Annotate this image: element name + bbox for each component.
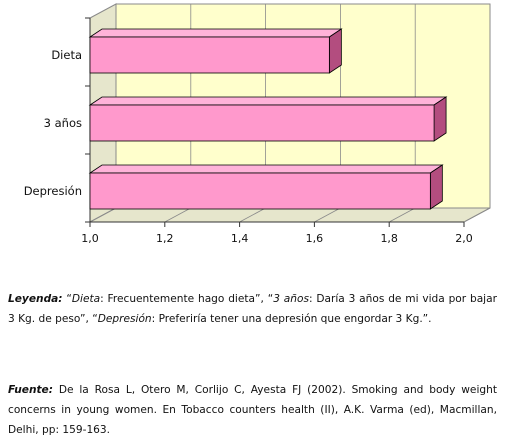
- floor-gridline: [314, 207, 341, 223]
- bar: [88, 28, 343, 74]
- bar-front-face: [89, 104, 435, 142]
- bar: [88, 164, 444, 210]
- bar-side-face: [429, 164, 443, 210]
- floor-gridline: [389, 207, 416, 223]
- bar-front-face: [89, 36, 330, 74]
- bars: [88, 28, 448, 210]
- bar-front-face: [89, 172, 431, 210]
- legend-label: Leyenda:: [8, 293, 63, 305]
- floor-gridline: [239, 207, 266, 223]
- category-labels: Dieta 3 años Depresión: [24, 48, 82, 198]
- legend-term-depresion: Depresión: [97, 313, 152, 325]
- legend-desc-3-anos: : Daría 3 años de mi vida por bajar 3 Kg…: [8, 293, 497, 325]
- floor-gridline: [164, 207, 191, 223]
- legend-desc-dieta: : Frecuentemente hago dieta”, “: [100, 293, 274, 305]
- legend-open-quote: “: [66, 293, 72, 305]
- x-tick-label: 1,6: [306, 232, 324, 245]
- bar-top-face: [88, 164, 444, 174]
- bar-side-face: [328, 28, 342, 74]
- bar: [88, 96, 448, 142]
- bar-top-face: [88, 28, 343, 38]
- floor-gridline: [463, 207, 491, 223]
- x-tick-label: 1,4: [231, 232, 249, 245]
- legend-term-dieta: Dieta: [71, 293, 101, 305]
- category-label: Depresión: [24, 184, 82, 198]
- x-tick-label: 1,2: [156, 232, 174, 245]
- legend-desc-depresion: : Preferiría tener una depresión que eng…: [151, 313, 432, 325]
- category-label: 3 años: [44, 116, 82, 130]
- x-axis-tick-labels: 1,0 1,2 1,4 1,6 1,8 2,0: [81, 232, 473, 245]
- x-tick-label: 1,8: [380, 232, 398, 245]
- bar-side-face: [433, 96, 447, 142]
- legend-text: Leyenda: “Dieta: Frecuentemente hago die…: [8, 289, 497, 329]
- legend-term-3-anos: 3 años: [273, 293, 309, 305]
- source-label: Fuente:: [8, 384, 53, 396]
- floor: [89, 207, 491, 223]
- source-text: Fuente: De la Rosa L, Otero M, Corlijo C…: [8, 380, 497, 440]
- x-tick-label: 2,0: [455, 232, 473, 245]
- x-tick-label: 1,0: [81, 232, 99, 245]
- bar-top-face: [88, 96, 448, 106]
- category-label: Dieta: [51, 48, 82, 62]
- source-citation: De la Rosa L, Otero M, Corlijo C, Ayesta…: [8, 384, 497, 436]
- bar-chart: Dieta 3 años Depresión 1,0 1,2 1,4 1,6 1,8 2,0: [24, 3, 491, 245]
